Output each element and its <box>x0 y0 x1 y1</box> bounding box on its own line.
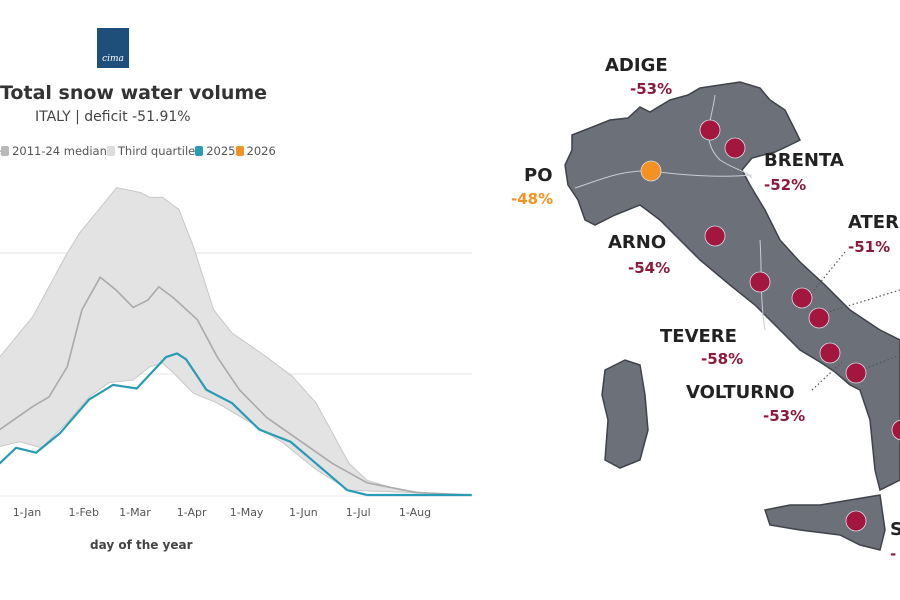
basin-label-po: PO <box>524 165 553 186</box>
x-tick-label: 1-Jun <box>288 506 318 519</box>
legend-item: 2025 <box>195 144 236 158</box>
legend-item: Third quartile <box>106 144 196 158</box>
legend-label: 2025 <box>206 144 236 158</box>
basin-value-tevere: -58% <box>701 350 744 368</box>
legend-item: e <box>0 144 1 158</box>
x-axis-label: day of the year <box>90 538 193 552</box>
basin-value-adige: -53% <box>630 80 673 98</box>
x-tick-label: 1-Feb <box>68 506 99 519</box>
legend-label: 2011-24 median <box>12 144 107 158</box>
chart-subtitle: ITALY | deficit -51.91% <box>35 109 191 125</box>
basin-dot <box>808 307 830 329</box>
legend-swatch <box>1 146 10 156</box>
basin-dot-sicily <box>845 510 867 532</box>
series-line-2025 <box>0 352 472 497</box>
basin-value-volturno: -53% <box>763 407 806 425</box>
basin-value-aterno: -51% <box>848 238 891 256</box>
leader-line <box>827 289 900 313</box>
basin-dot <box>845 362 867 384</box>
leader-line <box>861 354 900 371</box>
basin-label-brenta: BRENTA <box>764 150 844 171</box>
legend: e 2011-24 median Third quartile 2025 2026 <box>0 144 276 158</box>
legend-label: 2026 <box>246 144 276 158</box>
legend-swatch <box>235 146 244 156</box>
legend-label: Third quartile <box>117 144 196 158</box>
legend-label: e <box>0 144 1 158</box>
basin-label-sicily: S <box>890 519 900 540</box>
legend-item: 2026 <box>235 144 276 158</box>
basin-dot-aterno <box>791 287 813 309</box>
legend-item: 2011-24 median <box>1 144 107 158</box>
river-adige <box>708 94 753 179</box>
basin-dot <box>891 419 900 441</box>
chart-title: Total snow water volume <box>0 82 268 104</box>
cima-logo: cima <box>97 28 129 68</box>
basin-value-po: -48% <box>511 190 554 208</box>
basin-value-brenta: -52% <box>764 176 807 194</box>
x-tick-label: 1-Jul <box>345 506 371 519</box>
sardinia <box>601 359 649 469</box>
basin-label-volturno: VOLTURNO <box>686 382 795 403</box>
basin-label-arno: ARNO <box>608 232 667 253</box>
x-tick-label: 1-Mar <box>119 506 151 519</box>
basin-dot-tevere <box>749 271 771 293</box>
x-tick-label: 1-Jan <box>12 506 42 519</box>
chart-plot <box>0 187 472 497</box>
basin-label-adige: ADIGE <box>605 55 668 76</box>
series-line-2011-24-median <box>0 276 472 496</box>
legend-swatch <box>195 146 204 156</box>
basin-value-sicily: - <box>890 545 897 563</box>
mainland-italy <box>564 81 900 492</box>
basin-label-aterno: ATER <box>848 212 899 233</box>
basin-dot-adige <box>699 119 721 141</box>
legend-swatch <box>106 146 115 156</box>
basin-dot-po <box>640 160 662 182</box>
x-tick-label: 1-May <box>229 506 264 519</box>
leader-line <box>809 251 846 296</box>
basin-label-tevere: TEVERE <box>660 326 737 347</box>
basin-dot-volturno <box>819 342 841 364</box>
leader-line <box>811 361 843 391</box>
basin-value-arno: -54% <box>628 259 671 277</box>
basin-dot-arno <box>704 225 726 247</box>
x-tick-label: 1-Apr <box>176 506 207 519</box>
x-tick-label: 1-Aug <box>398 506 432 519</box>
basin-dot-brenta <box>724 137 746 159</box>
sicily <box>764 494 886 551</box>
